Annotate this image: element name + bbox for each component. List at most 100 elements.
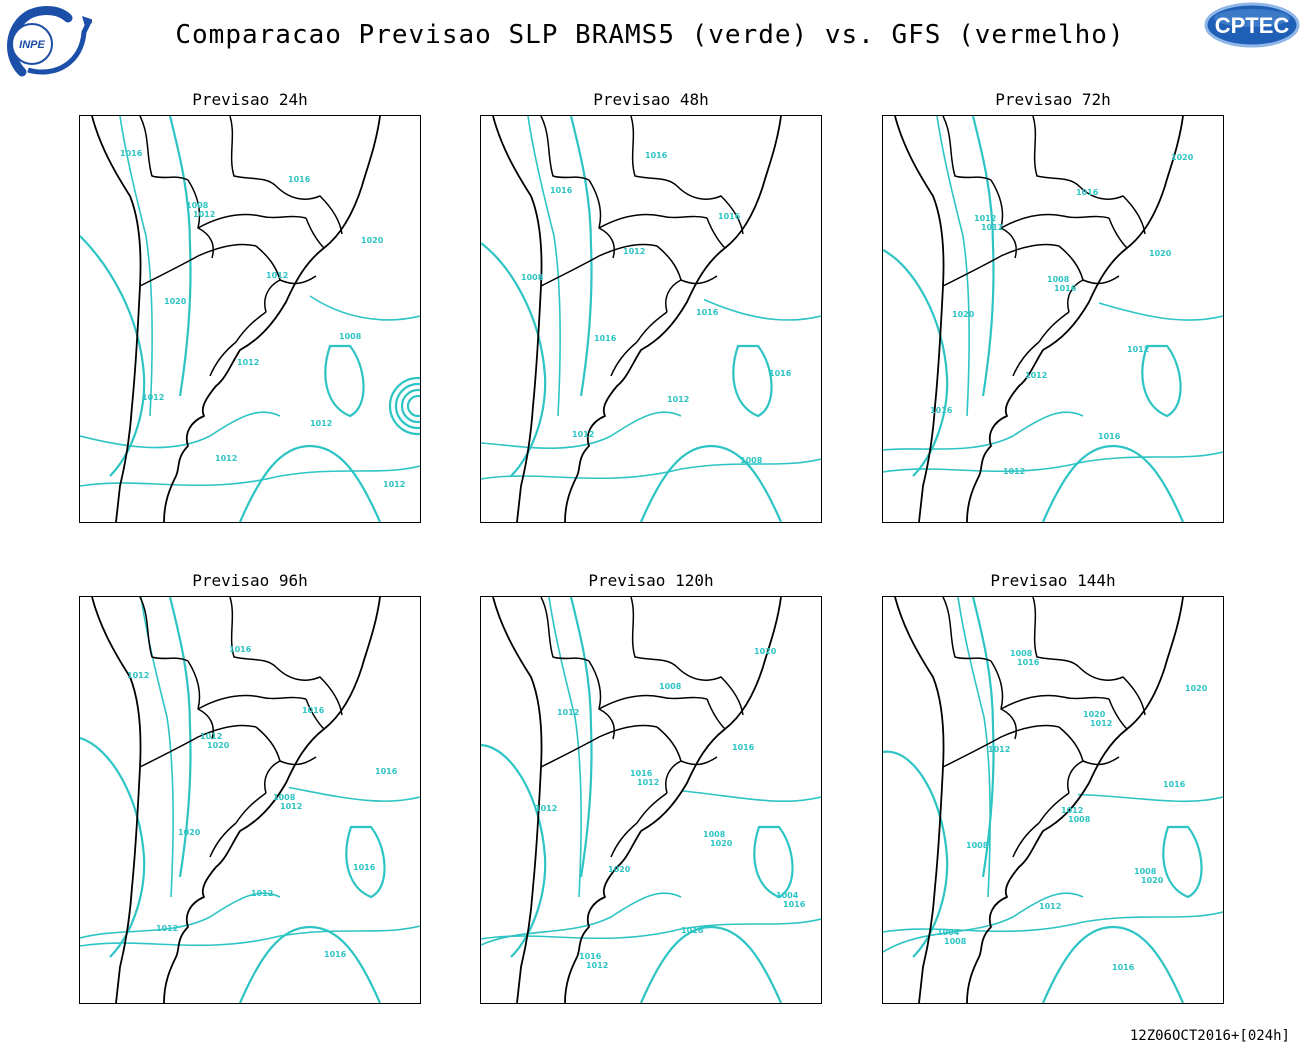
country-border (1032, 597, 1080, 668)
page-title: Comparacao Previsao SLP BRAMS5 (verde) v… (175, 20, 1125, 50)
isobar-label: 1012 (127, 671, 149, 680)
isobar-line (703, 298, 821, 321)
country-border (139, 597, 189, 662)
country-border (942, 597, 992, 662)
isobar-label: 1012 (1039, 902, 1061, 911)
country-border (1000, 213, 1110, 229)
country-border (1078, 666, 1146, 716)
country-border (942, 724, 1060, 768)
isobar-line (569, 116, 593, 397)
country-border (636, 311, 668, 343)
isobar-label: 1020 (1149, 249, 1172, 258)
isobar-line (971, 597, 995, 878)
isobar-label: 1012 (572, 430, 594, 439)
isobar-line (1162, 825, 1203, 899)
isobar-line (753, 825, 794, 899)
isobar-line (1141, 344, 1182, 418)
isobar-label: 1020 (1185, 684, 1208, 693)
isobar-label: 1016 (696, 308, 719, 317)
isobar-line (168, 597, 192, 878)
isobar-label: 1012 (637, 778, 659, 787)
isobar-label: 1008 (186, 201, 209, 210)
isobar-line (1041, 444, 1185, 522)
isobar-line (732, 344, 773, 418)
isobar-label: 1012 (237, 358, 259, 367)
country-border (636, 792, 668, 824)
coastline (894, 597, 945, 1003)
isobar-line (481, 918, 821, 940)
isobar-label: 1008 (521, 273, 544, 282)
isobar-label: 1012 (266, 271, 288, 280)
isobar-line (1077, 793, 1223, 803)
isobar-label: 1016 (930, 406, 953, 415)
country-border (656, 726, 682, 794)
isobar-low-ring (400, 388, 420, 424)
isobar-label: 1016 (783, 900, 806, 909)
isobar-label: 1016 (120, 149, 143, 158)
country-border (139, 724, 257, 768)
isobar-label: 1016 (1112, 963, 1135, 972)
svg-text:INPE: INPE (19, 39, 45, 51)
isobar-label: 1008 (1134, 867, 1157, 876)
isobar-line (140, 597, 174, 898)
country-border (139, 243, 257, 287)
coastline (564, 116, 782, 522)
isobar-label: 1004 (776, 891, 799, 900)
isobar-label: 1008 (1010, 649, 1033, 658)
panel-title-144h: Previsao 144h (990, 571, 1116, 590)
isobar-line (481, 458, 821, 480)
country-border (598, 694, 708, 710)
slp-contour-map: 1016101210121008101210121016102010201012… (80, 116, 420, 522)
panel-title-72h: Previsao 72h (995, 90, 1111, 109)
country-border (1038, 792, 1070, 824)
country-border (676, 666, 744, 716)
isobar-label: 1020 (754, 647, 777, 656)
isobar-line (1098, 302, 1223, 321)
isobar-line (168, 116, 192, 397)
cptec-logo: CPTEC (1204, 2, 1300, 48)
isobar-line (957, 597, 991, 898)
panel-title-96h: Previsao 96h (192, 571, 308, 590)
isobar-label: 1016 (630, 769, 653, 778)
forecast-timestamp: 12Z06OCT2016+[024h] (1129, 1028, 1290, 1044)
country-border (209, 341, 237, 377)
country-border (942, 243, 1060, 287)
isobar-line (682, 790, 821, 803)
isobar-label: 1012 (623, 247, 645, 256)
country-border (235, 311, 267, 343)
isobar-label: 1020 (608, 865, 631, 874)
isobar-label: 1012 (383, 480, 405, 489)
isobar-label: 1008 (944, 937, 967, 946)
isobar-label: 1016 (353, 863, 376, 872)
isobar-line (288, 786, 420, 802)
isobar-line (80, 736, 146, 958)
country-border (706, 217, 726, 249)
isobar-label: 1012 (1090, 719, 1112, 728)
slp-contour-map: 1020101210161012101610161016102010121016… (80, 597, 420, 1003)
country-border (630, 597, 678, 668)
country-border (540, 116, 590, 181)
isobar-label: 1004 (937, 928, 960, 937)
isobar-label: 1008 (339, 332, 362, 341)
country-border (187, 660, 214, 740)
country-border (1058, 726, 1084, 794)
isobar-label: 1008 (966, 841, 989, 850)
isobar-line (481, 743, 547, 958)
country-border (610, 822, 638, 858)
isobar-line (345, 825, 386, 899)
coastline (492, 597, 543, 1003)
country-border (275, 185, 343, 235)
coastline (564, 597, 782, 1003)
isobar-label: 1020 (1083, 710, 1106, 719)
country-border (229, 597, 277, 668)
isobar-low-ring (394, 382, 420, 430)
isobar-label: 1020 (164, 297, 187, 306)
isobar-label: 1012 (1127, 345, 1149, 354)
isobar-label: 1016 (1054, 284, 1077, 293)
isobar-label: 1008 (703, 830, 726, 839)
country-border (588, 660, 615, 740)
isobar-label: 1012 (193, 210, 215, 219)
coastline (163, 116, 381, 522)
isobar-label: 1012 (251, 889, 273, 898)
isobar-label: 1016 (288, 175, 311, 184)
